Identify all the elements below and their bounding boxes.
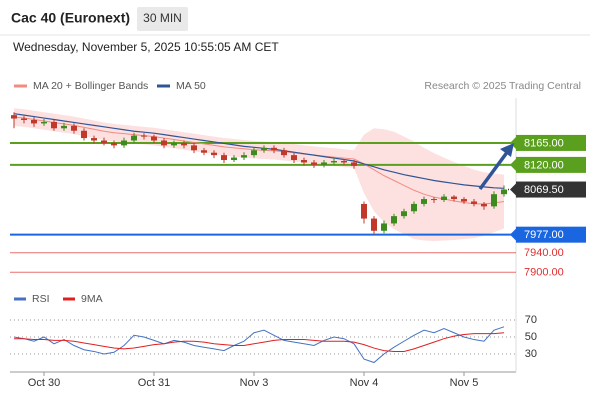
candle-body [231,157,237,161]
candle-body [461,199,467,202]
legend-label: MA 50 [176,80,206,92]
candle-body [141,135,147,137]
candle-body [201,150,207,153]
candle-body [81,130,87,139]
candle-body [351,162,357,166]
candle-body [491,194,497,207]
candle-body [451,196,457,200]
x-tick-label: Oct 31 [138,377,170,389]
candle-body [471,201,477,204]
candle-body [401,211,407,217]
x-tick-label: Nov 4 [350,377,379,389]
level-box-pointer [510,182,517,197]
interval-badge [137,7,188,31]
subtitle: Wednesday, November 5, 2025 10:55:05 AM … [13,40,279,54]
candle-body [361,203,367,219]
candle-body [441,196,447,201]
candle-body [421,199,427,204]
level-label: 7900.00 [524,267,564,279]
x-tick-label: Nov 5 [450,377,479,389]
chart-title: Cac 40 (Euronext) [11,10,130,26]
candle-body [381,223,387,231]
candle-body [271,147,277,151]
candle-body [41,121,47,124]
candle-body [251,150,257,156]
level-box-pointer [510,157,517,172]
candle-body [61,125,67,129]
candle-body [11,115,17,119]
candle-body [481,203,487,207]
candle-body [211,152,217,156]
candle-body [371,218,377,231]
level-label: 7977.00 [524,229,564,241]
x-tick-label: Nov 3 [240,377,269,389]
bollinger-band [14,108,504,242]
candle-body [111,142,117,146]
legend-label: RSI [32,293,50,305]
candle-body [161,140,167,146]
y-tick-label: 50 [525,331,537,343]
ma-line [13,113,505,189]
level-box-pointer [510,227,517,242]
candle-body [501,189,507,195]
candle-body [261,147,267,151]
candle-body [31,120,37,124]
candle-body [91,138,97,141]
level-box [516,181,586,198]
candle-body [311,162,317,165]
candle-body [341,160,347,163]
candle-body [21,118,27,121]
level-label: 8165.00 [524,137,564,149]
candle-body [431,199,437,201]
x-tick-label: Oct 30 [28,377,60,389]
rsi-line [13,326,505,364]
candle-body [51,121,57,129]
forecast-arrow [478,149,510,191]
level-box-pointer [510,135,517,150]
level-box [516,134,586,151]
y-tick-label: 30 [525,348,537,360]
level-label: 7940.00 [524,247,564,259]
level-box [516,226,586,243]
interval: 30 MIN [143,11,182,25]
candle-body [331,160,337,163]
candle-body [191,145,197,151]
candle-body [291,155,297,161]
candle-body [301,160,307,163]
candle-body [411,203,417,212]
candle-body [281,150,287,156]
rsi-line [14,332,505,352]
candle-body [241,155,247,158]
candle-body [171,142,177,146]
level-label: 8069.50 [524,184,564,196]
candle-body [71,125,77,131]
candle-body [321,162,327,165]
candle-body [221,155,227,161]
legend-label: MA 20 + Bollinger Bands [33,80,148,92]
candle-body [391,216,397,224]
level-box [516,156,586,173]
candle-body [131,135,137,141]
candle-body [121,140,127,146]
source: Research © 2025 Trading Central [424,80,581,92]
level-label: 8120.00 [524,159,564,171]
candle-body [151,136,157,141]
candle-body [181,142,187,146]
ma-line [13,116,505,205]
legend-label: 9MA [81,293,103,305]
candle-body [101,140,107,143]
y-tick-label: 70 [525,314,537,326]
forecast-arrow-head [500,143,514,157]
